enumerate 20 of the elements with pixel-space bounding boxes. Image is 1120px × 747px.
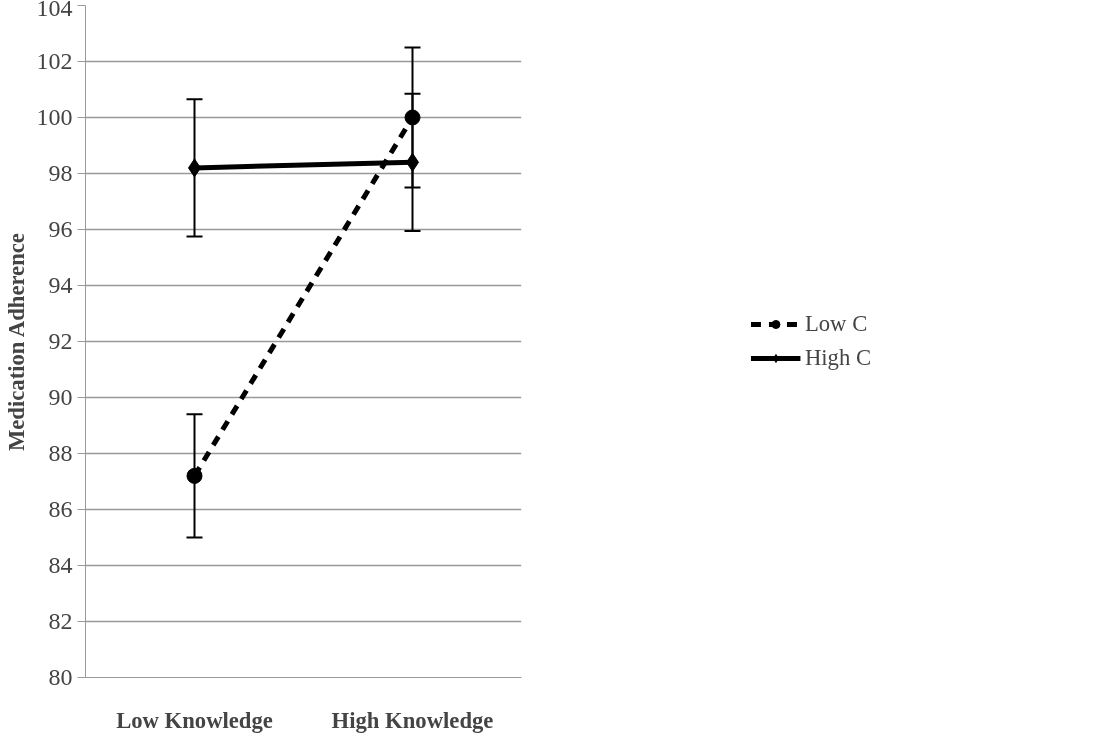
y-axis-title: Medication Adherence [3,233,29,452]
legend-label: Low C [804,311,868,337]
y-tick-label: 82 [48,608,73,634]
y-tick-label: 100 [36,104,73,130]
y-tick-label: 80 [48,664,73,690]
y-tick-label: 92 [48,328,73,354]
y-tick-label: 84 [48,552,73,578]
y-tick-label: 104 [36,0,73,21]
y-tick-label: 98 [48,160,73,186]
y-tick-label: 88 [48,440,73,466]
y-tick-label: 90 [48,384,73,410]
x-tick-label: Low Knowledge [116,707,273,733]
y-tick-label: 102 [36,48,73,74]
legend-label: High C [804,345,872,371]
y-tick-label: 94 [48,272,73,298]
point [186,467,203,484]
point [404,109,421,126]
y-tick-label: 86 [48,496,73,522]
x-tick-label: High Knowledge [331,707,494,733]
y-tick-label: 96 [48,216,73,242]
